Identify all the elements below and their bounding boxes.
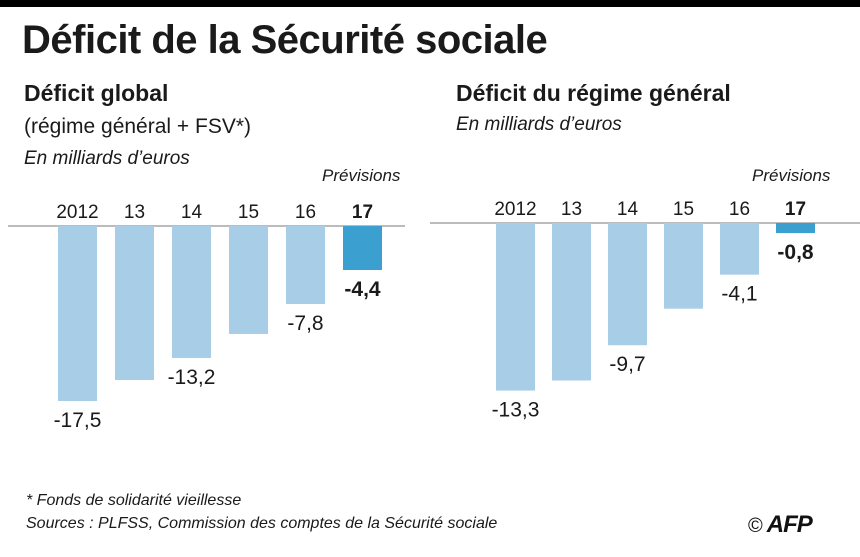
right-bar-17 bbox=[776, 223, 815, 234]
left-value-label-14: -13,2 bbox=[168, 366, 216, 389]
left-value-label-16: -7,8 bbox=[287, 312, 323, 335]
right-bar-13 bbox=[552, 223, 591, 381]
sources: Sources : PLFSS, Commission des comptes … bbox=[26, 515, 498, 532]
left-bar-13 bbox=[115, 226, 154, 380]
left-forecast-label: Prévisions bbox=[322, 166, 401, 185]
right-bar-16 bbox=[720, 223, 759, 275]
right-bar-chart: 2012 -13,3 13 14 -9,7 15 16 -4,1 17 -0,8 bbox=[430, 199, 860, 422]
right-value-label-14: -9,7 bbox=[609, 353, 645, 376]
right-bar-14 bbox=[608, 223, 647, 346]
afp-credit: © AFP bbox=[748, 511, 813, 539]
right-value-label-17: -0,8 bbox=[777, 241, 814, 264]
afp-logo: AFP bbox=[766, 511, 813, 538]
left-bar-15 bbox=[229, 226, 268, 334]
right-value-label-2012: -13,3 bbox=[492, 399, 540, 422]
left-value-label-17: -4,4 bbox=[344, 278, 381, 301]
left-tick-label-13: 13 bbox=[124, 202, 145, 223]
left-bar-16 bbox=[286, 226, 325, 304]
left-value-label-2012: -17,5 bbox=[54, 409, 102, 432]
left-chart-subheading: (régime général + FSV*) bbox=[24, 115, 252, 138]
right-tick-label-17: 17 bbox=[785, 199, 806, 220]
left-bar-chart: 2012 -17,5 13 14 -13,2 15 16 -7,8 17 -4,4 bbox=[8, 202, 405, 432]
copyright-symbol: © bbox=[748, 515, 763, 537]
right-tick-label-13: 13 bbox=[561, 199, 582, 220]
right-bar-15 bbox=[664, 223, 703, 309]
right-chart-heading: Déficit du régime général bbox=[456, 80, 731, 106]
right-tick-label-2012: 2012 bbox=[494, 199, 536, 220]
left-chart-heading: Déficit global bbox=[24, 80, 169, 106]
left-tick-label-2012: 2012 bbox=[56, 202, 98, 223]
left-tick-label-16: 16 bbox=[295, 202, 316, 223]
right-value-label-16: -4,1 bbox=[721, 283, 757, 306]
right-tick-label-15: 15 bbox=[673, 199, 694, 220]
right-forecast-label: Prévisions bbox=[752, 166, 831, 185]
left-bar-2012 bbox=[58, 226, 97, 401]
left-tick-label-15: 15 bbox=[238, 202, 259, 223]
top-bar bbox=[0, 0, 860, 7]
left-tick-label-17: 17 bbox=[352, 202, 373, 223]
left-bar-14 bbox=[172, 226, 211, 358]
right-tick-label-16: 16 bbox=[729, 199, 750, 220]
right-chart-unit: En milliards d’euros bbox=[456, 114, 622, 135]
footnote: * Fonds de solidarité vieillesse bbox=[26, 492, 242, 509]
left-chart-unit: En milliards d’euros bbox=[24, 148, 190, 169]
left-tick-label-14: 14 bbox=[181, 202, 203, 223]
right-tick-label-14: 14 bbox=[617, 199, 639, 220]
page-title: Déficit de la Sécurité sociale bbox=[22, 18, 548, 62]
left-bar-17 bbox=[343, 226, 382, 270]
right-bar-2012 bbox=[496, 223, 535, 391]
